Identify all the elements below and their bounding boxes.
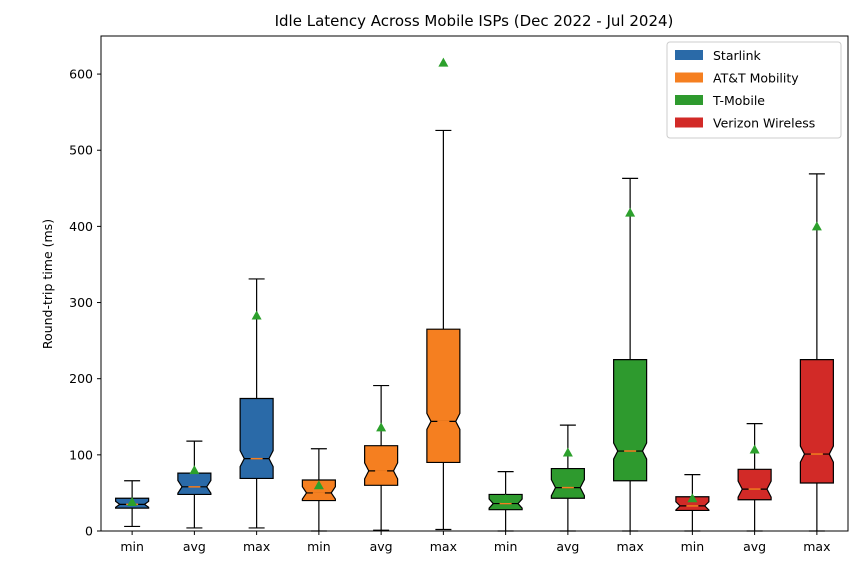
box-verizon-wireless-min (675, 474, 710, 532)
x-tick-label: max (617, 539, 644, 554)
chart-title: Idle Latency Across Mobile ISPs (Dec 202… (275, 12, 674, 30)
box-body (550, 467, 585, 499)
box-at-t-mobility-avg (364, 384, 399, 531)
mean-marker (376, 422, 387, 432)
box-plots (115, 57, 834, 532)
box-starlink-max (239, 278, 274, 529)
y-tick-label: 0 (85, 524, 93, 539)
box-body (239, 397, 274, 480)
legend-label: Starlink (713, 48, 762, 63)
box-t-mobile-min (488, 471, 523, 532)
x-tick-label: max (243, 539, 270, 554)
x-tick-label: max (803, 539, 830, 554)
mean-marker (687, 493, 698, 503)
legend-label: AT&T Mobility (713, 71, 799, 86)
mean-marker (251, 310, 262, 320)
y-axis-label: Round-trip time (ms) (40, 219, 55, 349)
box-t-mobile-avg (550, 424, 585, 532)
y-tick-label: 400 (69, 219, 93, 234)
box-at-t-mobility-min (301, 448, 336, 532)
box-verizon-wireless-max (799, 173, 834, 532)
legend: Starlink AT&T Mobility T-Mobile Verizon Wir… (666, 41, 842, 139)
box-body (301, 479, 336, 502)
box-body (613, 359, 648, 482)
plot-area: 0 100 200 300 400 500 600 min avg max min avg max min… (69, 35, 849, 554)
x-tick-label: min (494, 539, 518, 554)
x-tick-label: min (120, 539, 144, 554)
box-starlink-min (115, 480, 150, 528)
x-tick-label: max (430, 539, 457, 554)
y-tick-label: 300 (69, 295, 93, 310)
x-tick-label: avg (183, 539, 206, 554)
y-tick-label: 500 (69, 143, 93, 158)
legend-label: T-Mobile (712, 93, 765, 108)
box-body (364, 445, 399, 486)
mean-marker (127, 497, 138, 507)
box-body (799, 359, 834, 484)
mean-marker (811, 221, 822, 231)
x-tick-label: avg (370, 539, 393, 554)
legend-swatch (675, 117, 703, 128)
mean-marker (625, 207, 636, 217)
axes-frame (100, 35, 849, 532)
x-tick-label: avg (556, 539, 579, 554)
box-body (177, 472, 212, 496)
box-verizon-wireless-avg (737, 423, 772, 532)
legend-box (666, 41, 842, 139)
mean-marker (313, 480, 324, 490)
x-tick-label: avg (743, 539, 766, 554)
box-starlink-avg (177, 440, 212, 529)
legend-swatch (675, 72, 703, 83)
y-tick-label: 600 (69, 67, 93, 82)
mean-marker (749, 444, 760, 454)
mean-marker (438, 57, 449, 67)
box-t-mobile-max (613, 177, 648, 532)
box-at-t-mobility-max (426, 57, 461, 531)
legend-label: Verizon Wireless (713, 116, 815, 131)
y-tick-label: 200 (69, 371, 93, 386)
mean-marker (189, 465, 200, 475)
y-tick-label: 100 (69, 447, 93, 462)
legend-swatch (675, 95, 703, 105)
x-tick-label: min (307, 539, 331, 554)
x-tick-label: min (681, 539, 705, 554)
box-body (675, 496, 710, 512)
legend-swatch (675, 50, 703, 60)
mean-marker (500, 494, 511, 504)
box-body (426, 328, 461, 464)
box-body (737, 468, 772, 501)
mean-marker (562, 447, 573, 457)
